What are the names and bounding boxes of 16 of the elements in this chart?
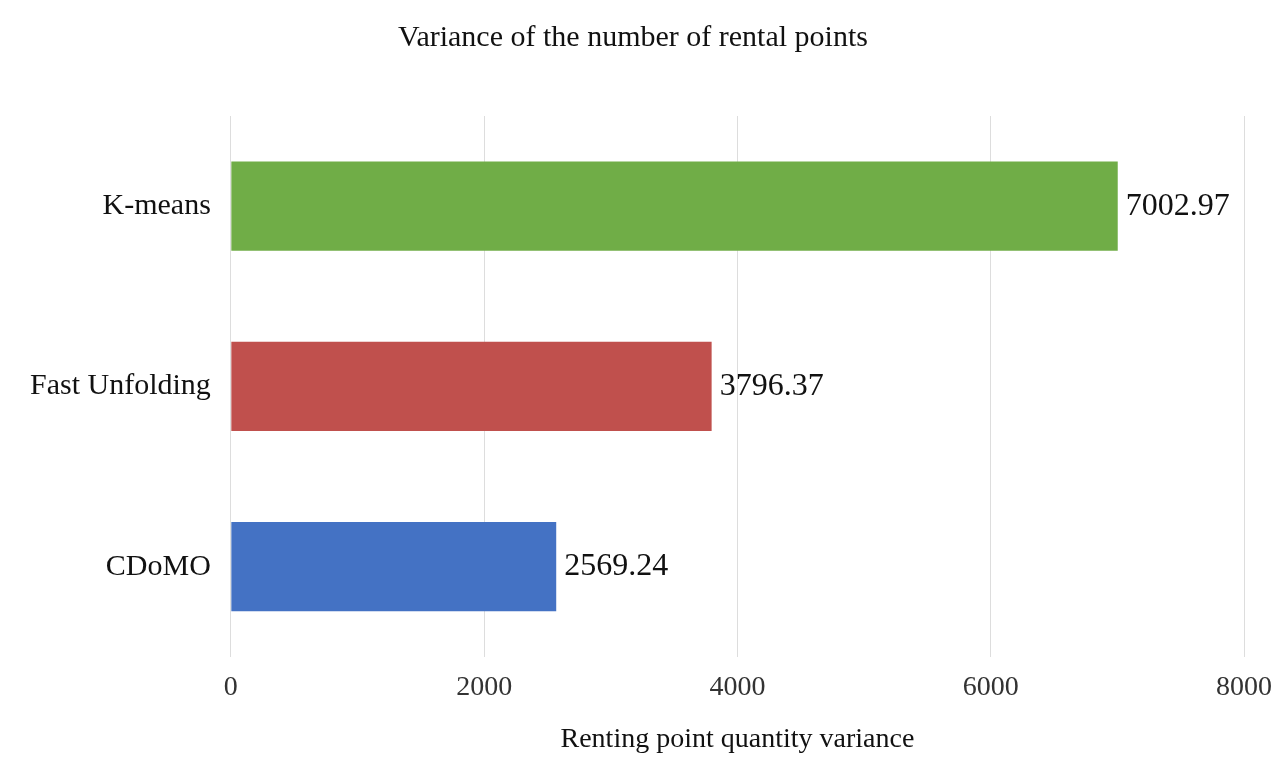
x-tick-label: 2000 (456, 669, 513, 701)
bar (231, 161, 1118, 251)
data-label: 7002.97 (1125, 185, 1230, 222)
y-tick-label: Fast Unfolding (29, 367, 211, 401)
x-axis-title: Renting point quantity variance (560, 721, 915, 753)
chart-title: Variance of the number of rental points (398, 18, 868, 52)
data-label: 3796.37 (719, 365, 824, 402)
x-tick-label: 4000 (709, 669, 766, 701)
bar (231, 522, 557, 612)
data-label: 2569.24 (564, 546, 669, 583)
x-tick-label: 0 (223, 669, 238, 701)
x-tick-label: 8000 (1216, 669, 1272, 701)
bar (231, 341, 712, 432)
y-tick-label: CDoMO (105, 547, 211, 581)
y-tick-label: K-means (102, 187, 211, 221)
x-tick-label: 6000 (962, 669, 1019, 701)
